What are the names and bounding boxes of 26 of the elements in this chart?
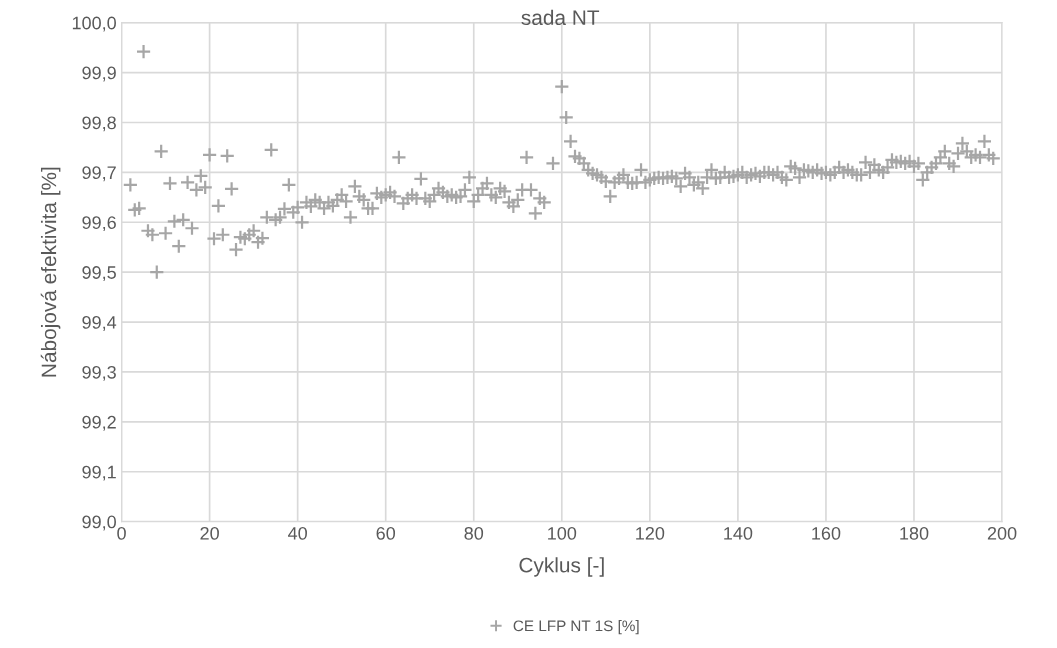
y-axis-title: Nábojová efektivita [%]	[40, 167, 61, 377]
x-tick-label: 40	[288, 526, 307, 540]
x-tick-label: 80	[464, 526, 484, 540]
x-tick-label: 180	[900, 526, 929, 540]
y-tick-label: 99,0	[82, 515, 116, 531]
y-tick-label: 100,0	[72, 16, 116, 32]
x-tick-label: 20	[200, 526, 219, 540]
y-tick-label: 99,8	[82, 116, 116, 132]
y-tick-label: 99,1	[82, 465, 116, 481]
y-tick-label: 99,4	[82, 315, 117, 331]
x-tick-label: 60	[376, 526, 396, 540]
y-tick-label: 99,7	[82, 166, 116, 182]
x-tick-label: 120	[636, 526, 665, 540]
x-tick-label: 200	[987, 526, 1017, 540]
y-tick-label: 99,3	[82, 365, 116, 381]
y-tick-label: 99,2	[82, 415, 116, 431]
y-tick-label: 99,6	[82, 216, 116, 232]
chart-title: sada NT	[521, 9, 600, 26]
x-tick-label: 100	[548, 526, 577, 540]
x-axis-title: Cyklus [-]	[519, 557, 604, 577]
x-tick-label: 160	[812, 526, 841, 540]
y-tick-label: 99,9	[82, 66, 116, 82]
x-tick-label: 0	[117, 526, 126, 540]
y-tick-label: 99,5	[82, 266, 116, 282]
legend-label: CE LFP NT 1S [%]	[513, 620, 639, 635]
x-tick-label: 140	[724, 526, 753, 540]
